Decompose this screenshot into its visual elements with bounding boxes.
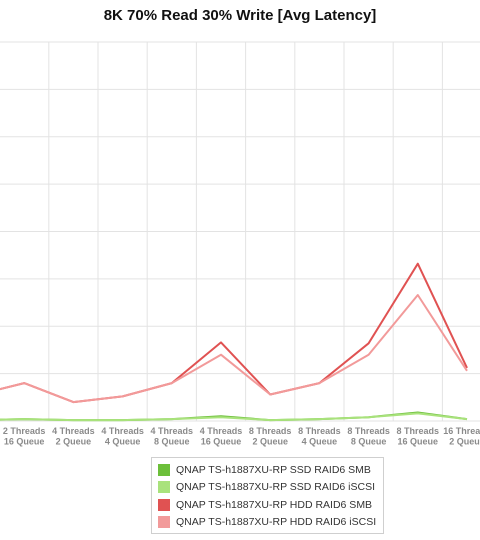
series-lines xyxy=(0,262,468,422)
x-tick-label: 2 Threads 16 Queue xyxy=(3,426,46,447)
legend: QNAP TS-h1887XU-RP SSD RAID6 SMB QNAP TS-… xyxy=(151,457,384,534)
series-line xyxy=(0,262,468,404)
series-line xyxy=(0,294,468,404)
legend-swatch xyxy=(158,463,170,476)
legend-swatch xyxy=(158,481,170,494)
x-tick-label: 8 Threads 2 Queue xyxy=(249,426,292,447)
x-tick-label: 4 Threads 4 Queue xyxy=(101,426,144,447)
x-tick-label: 4 Threads 16 Queue xyxy=(200,426,243,447)
legend-item[interactable]: QNAP TS-h1887XU-RP HDD RAID6 iSCSI xyxy=(158,514,377,532)
legend-label: QNAP TS-h1887XU-RP SSD RAID6 iSCSI xyxy=(176,481,375,494)
legend-item[interactable]: QNAP TS-h1887XU-RP SSD RAID6 SMB xyxy=(158,461,377,479)
chart-title: 8K 70% Read 30% Write [Avg Latency] xyxy=(103,7,377,24)
legend-swatch xyxy=(158,516,170,529)
x-tick-label: 8 Threads 4 Queue xyxy=(298,426,341,447)
grid-lines xyxy=(0,41,480,422)
series-line xyxy=(0,411,468,422)
x-tick-label: 8 Threads 8 Queue xyxy=(347,426,390,447)
legend-label: QNAP TS-h1887XU-RP HDD RAID6 iSCSI xyxy=(176,516,377,529)
x-tick-label: 4 Threads 2 Queue xyxy=(52,426,95,447)
legend-label: QNAP TS-h1887XU-RP SSD RAID6 SMB xyxy=(176,463,371,476)
legend-label: QNAP TS-h1887XU-RP HDD RAID6 SMB xyxy=(176,498,373,511)
series-line xyxy=(0,412,468,422)
legend-item[interactable]: QNAP TS-h1887XU-RP SSD RAID6 iSCSI xyxy=(158,479,377,497)
x-tick-label: 4 Threads 8 Queue xyxy=(151,426,194,447)
legend-swatch xyxy=(158,498,170,511)
legend-item[interactable]: QNAP TS-h1887XU-RP HDD RAID6 SMB xyxy=(158,496,377,514)
x-tick-label: 8 Threads 16 Queue xyxy=(397,426,440,447)
